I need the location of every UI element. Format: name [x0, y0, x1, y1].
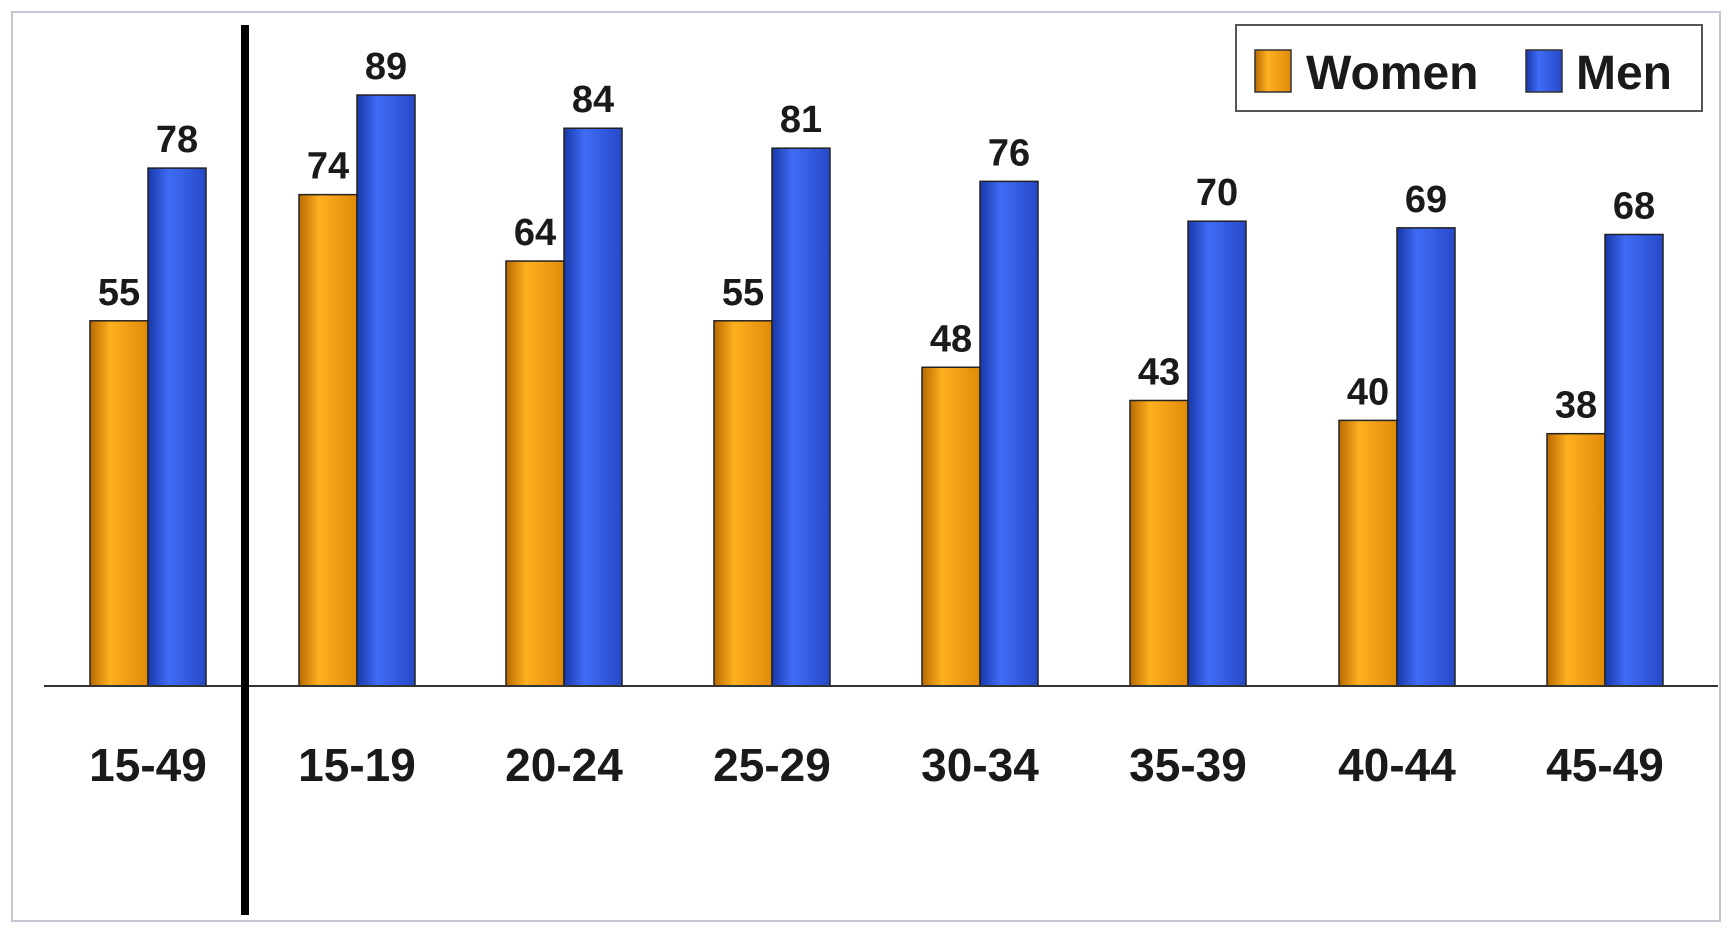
data-label-men-45-49: 68: [1613, 185, 1655, 227]
bar-women-45-49: [1546, 432, 1606, 687]
x-tick-label-20-24: 20-24: [505, 739, 623, 791]
data-label-men-15-49: 78: [156, 119, 198, 161]
bars-layer: [89, 94, 1664, 687]
data-label-men-40-44: 69: [1405, 179, 1447, 221]
data-label-women-20-24: 64: [514, 212, 556, 254]
legend-item-women: Women: [1254, 47, 1478, 100]
x-tick-labels: 15-49 15-19 20-24 25-29 30-34 35-39 40-44 45-49: [89, 739, 1664, 791]
data-label-men-30-34: 76: [988, 132, 1030, 174]
bar-women-15-19: [298, 193, 358, 687]
legend-label-women: Women: [1306, 47, 1478, 100]
x-tick-label-25-29: 25-29: [713, 739, 831, 791]
data-label-women-15-49: 55: [98, 272, 140, 314]
bar-men-25-29: [771, 147, 831, 687]
data-label-women-15-19: 74: [307, 146, 349, 188]
data-label-women-40-44: 40: [1347, 371, 1389, 413]
legend-swatch-women: [1254, 49, 1292, 93]
bar-women-40-44: [1338, 419, 1398, 687]
legend-item-men: Men: [1525, 47, 1672, 100]
bar-men-35-39: [1187, 220, 1247, 687]
data-label-men-25-29: 81: [780, 99, 822, 141]
data-label-women-35-39: 43: [1138, 351, 1180, 393]
bar-men-45-49: [1604, 233, 1664, 687]
legend: Women Men: [1235, 24, 1703, 112]
bar-men-15-49: [147, 167, 207, 687]
x-tick-label-30-34: 30-34: [921, 739, 1039, 791]
x-tick-label-35-39: 35-39: [1129, 739, 1247, 791]
x-tick-label-40-44: 40-44: [1338, 739, 1456, 791]
data-label-women-45-49: 38: [1555, 385, 1597, 427]
bar-women-30-34: [921, 366, 981, 687]
bar-men-40-44: [1396, 227, 1456, 687]
x-tick-label-15-49: 15-49: [89, 739, 207, 791]
bar-women-15-49: [89, 320, 149, 687]
bar-women-20-24: [505, 260, 565, 687]
bar-women-35-39: [1129, 399, 1189, 687]
x-tick-label-45-49: 45-49: [1546, 739, 1664, 791]
legend-label-men: Men: [1576, 47, 1672, 100]
plot-frame: [11, 11, 1721, 922]
data-label-men-35-39: 70: [1196, 172, 1238, 214]
data-labels-layer: 55 78 74 89 64 84 55 81 48 76 43 70 40 69 38 68: [98, 46, 1655, 427]
bar-women-25-29: [713, 320, 773, 687]
legend-box: [1235, 24, 1703, 112]
bar-men-15-19: [356, 94, 416, 687]
data-label-women-30-34: 48: [930, 318, 972, 360]
bar-men-30-34: [979, 180, 1039, 687]
bar-men-20-24: [563, 127, 623, 687]
data-label-men-15-19: 89: [365, 46, 407, 88]
legend-swatch-men: [1525, 49, 1563, 93]
x-tick-label-15-19: 15-19: [298, 739, 416, 791]
data-label-women-25-29: 55: [722, 272, 764, 314]
data-label-men-20-24: 84: [572, 79, 614, 121]
